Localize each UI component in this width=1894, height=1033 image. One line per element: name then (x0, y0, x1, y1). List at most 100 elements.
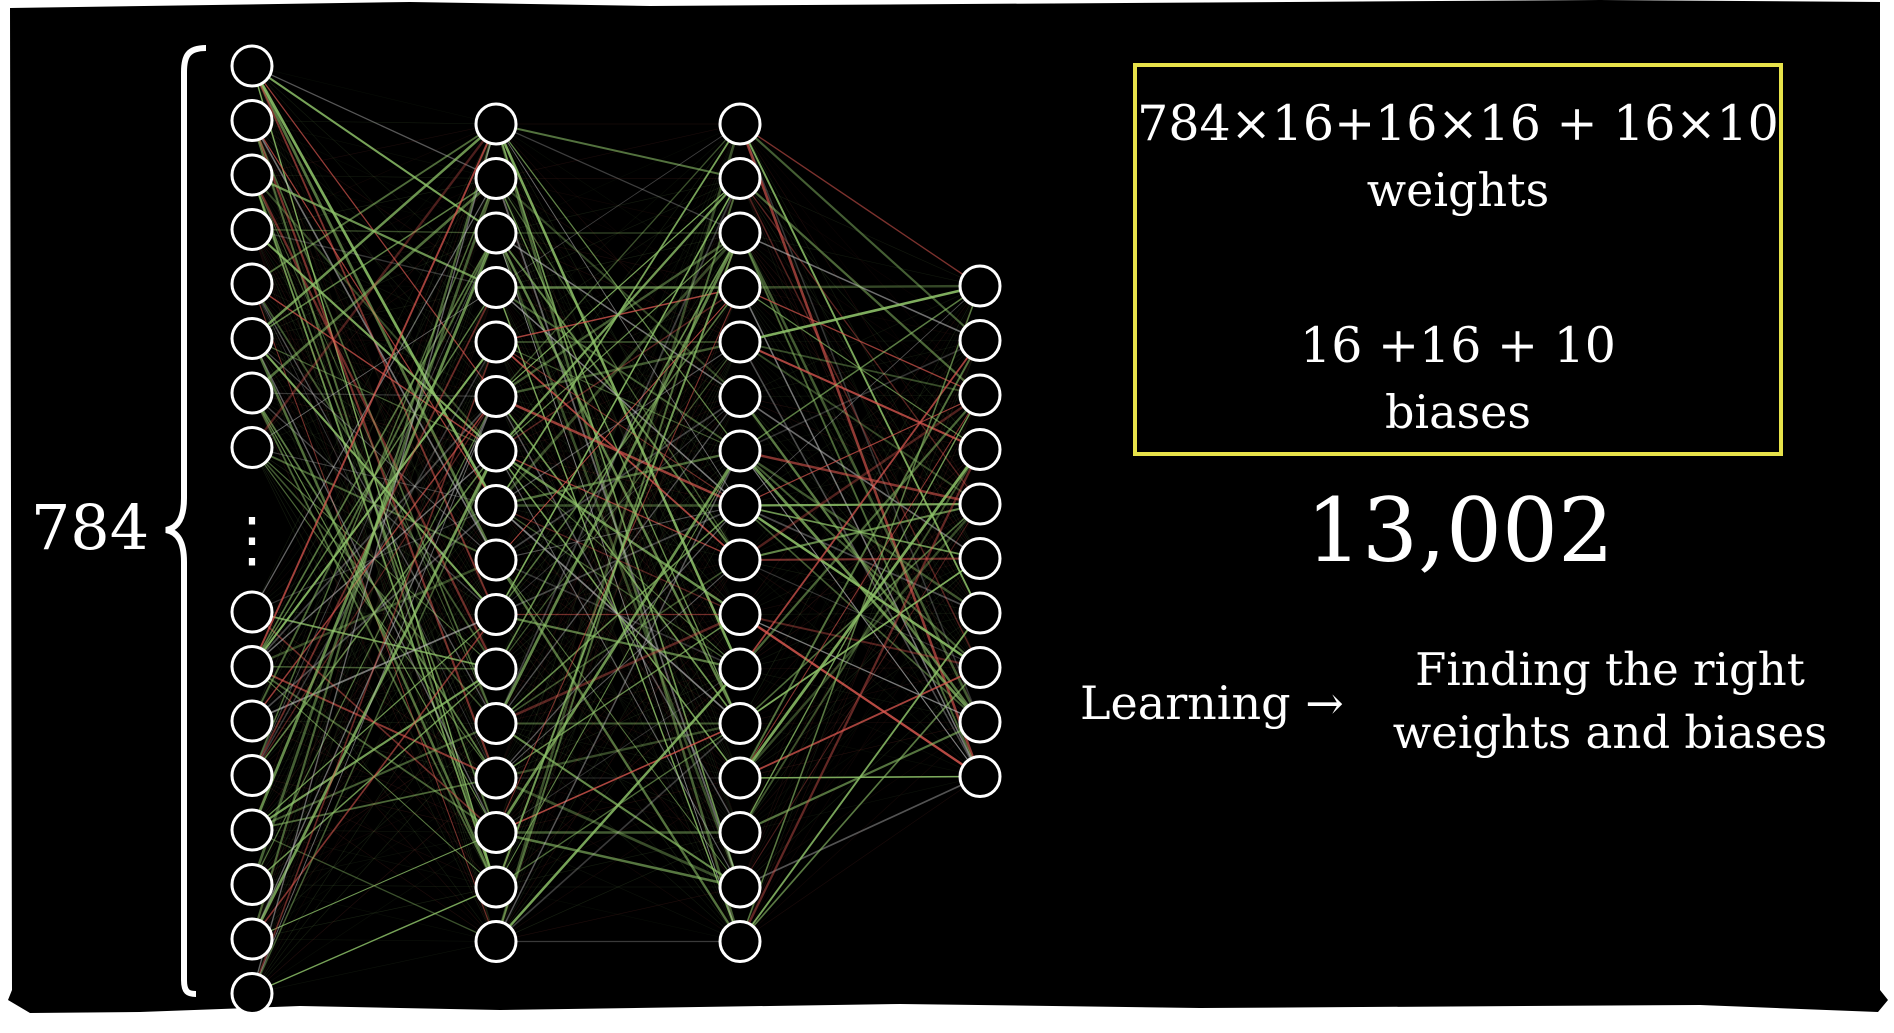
weight-edge (251, 287, 497, 940)
weight-edge (495, 832, 741, 942)
hidden2-neuron (718, 756, 762, 800)
weight-edge (495, 232, 741, 942)
weight-edge (739, 558, 981, 779)
weight-edge (251, 65, 497, 125)
output-neuron (958, 319, 1002, 362)
hidden2-neuron (718, 266, 762, 309)
weight-edge (739, 284, 981, 289)
input-neuron (230, 371, 274, 415)
weight-edge (739, 557, 981, 725)
output-neuron (958, 537, 1002, 580)
hidden1-neuron (474, 702, 518, 745)
weight-edge (495, 614, 741, 942)
weight-edge (495, 287, 741, 888)
weight-edge (251, 396, 497, 831)
weight-edge (251, 178, 497, 994)
weight-edge (739, 284, 981, 344)
weight-edge (739, 285, 981, 452)
weight-edge (739, 449, 981, 833)
weight-edge (251, 450, 497, 776)
weight-edge (251, 829, 497, 888)
weight-edge (495, 777, 741, 888)
weight-edge (495, 504, 741, 725)
weight-edge (251, 392, 497, 779)
weight-edge (251, 723, 497, 940)
weight-edge (251, 338, 497, 343)
weight-edge (739, 285, 981, 561)
weight-edge (739, 612, 981, 833)
weight-edge (495, 232, 741, 288)
weight-edge (495, 123, 741, 670)
weight-edge (251, 832, 497, 940)
input-neuron (230, 590, 274, 634)
weight-edge (495, 449, 741, 616)
weight-edge (250, 123, 498, 940)
weight-edge (251, 174, 497, 452)
weight-edge (495, 123, 741, 615)
weight-edge (495, 287, 741, 561)
weight-edge (495, 123, 741, 833)
weights-label: weights (1366, 163, 1550, 217)
weight-edge (251, 177, 497, 340)
weight-edge (251, 287, 497, 722)
hidden1-neuron (474, 593, 518, 636)
weight-edge (495, 723, 741, 779)
weight-edge (495, 178, 741, 615)
weight-edge (739, 285, 981, 779)
weight-edge (251, 283, 497, 561)
hidden1-neuron (474, 484, 518, 527)
hidden2-neuron (718, 157, 762, 200)
weight-edge (739, 123, 981, 287)
weight-edge (739, 667, 981, 833)
weight-edge (739, 285, 981, 397)
weight-edge (251, 505, 497, 940)
weight-edge (495, 450, 741, 779)
hidden2-neuron (718, 920, 762, 963)
weight-edge (739, 340, 981, 833)
weight-edge (495, 178, 741, 779)
weight-edge (251, 559, 497, 885)
weight-edge (495, 123, 741, 561)
weight-edge (251, 341, 497, 668)
input-neuron (230, 99, 274, 142)
hidden2-neuron (718, 484, 762, 527)
hidden2-neuron (718, 647, 762, 691)
weight-edge (251, 829, 497, 833)
input-neuron (230, 754, 274, 797)
weight-edge (251, 228, 497, 452)
weight-edge (251, 123, 497, 885)
weight-edge (739, 232, 981, 342)
hidden2-neuron (718, 102, 762, 146)
weight-edge (739, 721, 981, 779)
weight-edge (739, 285, 981, 670)
input-neuron (230, 917, 274, 961)
learning-definition-line1: Finding the right (1415, 643, 1805, 696)
weight-edge (251, 123, 497, 449)
weight-edge (739, 394, 981, 942)
weight-edge (739, 341, 981, 451)
weight-edge (739, 503, 981, 779)
weight-edge (495, 614, 741, 888)
weight-edge (495, 723, 741, 942)
weight-edge (739, 613, 981, 723)
weight-edge (494, 450, 742, 834)
weight-edge (494, 123, 742, 942)
weight-edge (251, 341, 497, 994)
weight-edge (495, 178, 741, 833)
weight-edge (251, 446, 497, 725)
weight-edge (251, 392, 497, 452)
weight-edge (739, 340, 981, 724)
weight-edge (739, 340, 981, 779)
weight-edge (495, 341, 741, 670)
total-parameters: 13,002 (1306, 479, 1614, 582)
output-neuron (958, 428, 1002, 471)
weight-edge (739, 558, 981, 942)
weight-edge (495, 178, 741, 724)
weight-edge (495, 396, 741, 779)
weight-edge (495, 614, 741, 888)
learning-label: Learning → (1080, 676, 1344, 730)
weight-edge (739, 394, 981, 452)
hidden1-neuron (474, 211, 518, 255)
hidden1-neuron (474, 811, 518, 854)
input-neuron (230, 153, 274, 197)
